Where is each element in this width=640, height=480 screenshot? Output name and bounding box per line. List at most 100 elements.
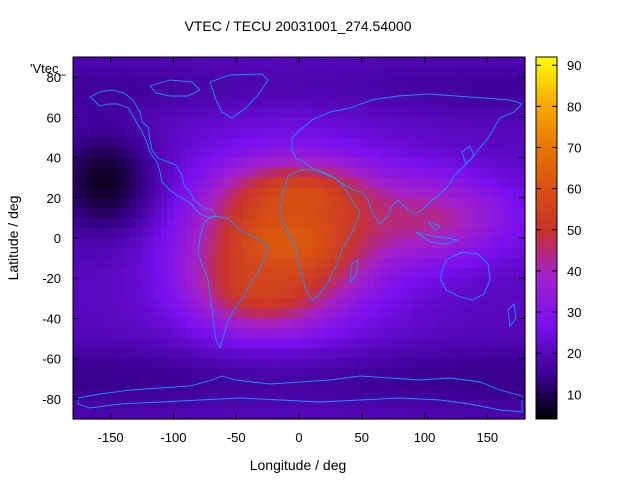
heatmap-cell: [280, 107, 288, 118]
heatmap-cell: [418, 77, 426, 88]
heatmap-cell: [455, 298, 463, 309]
heatmap-cell: [474, 157, 482, 169]
heatmap-cell: [198, 348, 206, 360]
heatmap-cell: [443, 57, 451, 68]
heatmap-cell: [79, 288, 87, 299]
heatmap-cell: [142, 298, 149, 309]
heatmap-cell: [160, 77, 168, 88]
heatmap-cell: [393, 177, 401, 189]
heatmap-cell: [79, 388, 87, 400]
heatmap-cell: [330, 338, 338, 350]
heatmap-cell: [242, 117, 250, 128]
heatmap-cell: [73, 318, 80, 330]
heatmap-cell: [518, 57, 526, 68]
heatmap-cell: [336, 308, 344, 320]
heatmap-cell: [123, 248, 131, 259]
heatmap-cell: [299, 258, 306, 269]
heatmap-cell: [487, 338, 495, 350]
heatmap-cell: [380, 238, 388, 249]
heatmap-cell: [129, 408, 137, 420]
heatmap-cell: [154, 388, 162, 400]
heatmap-cell: [267, 338, 275, 350]
heatmap-cell: [211, 67, 218, 78]
heatmap-cell: [380, 308, 388, 320]
heatmap-cell: [198, 127, 206, 139]
heatmap-cell: [512, 157, 520, 169]
heatmap-cell: [123, 127, 131, 139]
heatmap-cell: [368, 238, 375, 249]
heatmap-cell: [336, 67, 344, 78]
heatmap-cell: [412, 187, 419, 199]
heatmap-cell: [135, 197, 143, 209]
heatmap-cell: [349, 408, 357, 420]
heatmap-cell: [91, 87, 99, 98]
heatmap-cell: [405, 408, 413, 420]
heatmap-cell: [342, 368, 350, 380]
heatmap-cell: [437, 288, 444, 299]
heatmap-cell: [261, 87, 269, 98]
heatmap-cell: [299, 137, 306, 149]
heatmap-cell: [192, 348, 200, 360]
heatmap-cell: [512, 298, 520, 309]
heatmap-cell: [110, 227, 118, 239]
heatmap-cell: [123, 217, 131, 229]
heatmap-cell: [123, 278, 131, 289]
heatmap-cell: [443, 147, 451, 159]
heatmap-cell: [223, 127, 231, 139]
heatmap-cell: [462, 268, 470, 279]
heatmap-cell: [506, 408, 514, 420]
heatmap-cell: [192, 77, 200, 88]
heatmap-cell: [154, 157, 162, 169]
heatmap-cell: [311, 288, 319, 299]
heatmap-cell: [399, 77, 407, 88]
heatmap-cell: [462, 57, 470, 68]
heatmap-cell: [217, 217, 225, 229]
heatmap-cell: [186, 338, 193, 350]
heatmap-cell: [110, 378, 118, 390]
heatmap-cell: [449, 358, 457, 370]
heatmap-cell: [211, 388, 218, 400]
heatmap-cell: [204, 217, 212, 229]
heatmap-cell: [123, 147, 131, 159]
heatmap-cell: [380, 87, 388, 98]
heatmap-cell: [311, 388, 319, 400]
heatmap-cell: [292, 197, 300, 209]
heatmap-cell: [468, 187, 476, 199]
heatmap-cell: [355, 378, 363, 390]
heatmap-cell: [418, 197, 426, 209]
heatmap-cell: [455, 137, 463, 149]
heatmap-cell: [267, 388, 275, 400]
heatmap-cell: [499, 157, 507, 169]
heatmap-cell: [123, 57, 131, 68]
heatmap-cell: [236, 368, 244, 380]
heatmap-cell: [474, 238, 482, 249]
heatmap-cell: [493, 67, 501, 78]
heatmap-cell: [305, 368, 313, 380]
heatmap-cell: [236, 248, 244, 259]
heatmap-cell: [449, 187, 457, 199]
heatmap-cell: [487, 187, 495, 199]
heatmap-cell: [311, 117, 319, 128]
heatmap-cell: [173, 57, 181, 68]
heatmap-cell: [154, 308, 162, 320]
heatmap-cell: [204, 368, 212, 380]
heatmap-cell: [412, 67, 419, 78]
heatmap-cell: [386, 288, 394, 299]
heatmap-cell: [217, 67, 225, 78]
heatmap-cell: [217, 258, 225, 269]
heatmap-cell: [368, 398, 375, 410]
heatmap-cell: [198, 97, 206, 108]
heatmap-cell: [192, 268, 200, 279]
heatmap-cell: [506, 388, 514, 400]
heatmap-cell: [129, 177, 137, 189]
heatmap-cell: [474, 248, 482, 259]
heatmap-cell: [116, 318, 124, 330]
heatmap-cell: [493, 97, 501, 108]
heatmap-cell: [110, 368, 118, 380]
heatmap-cell: [386, 127, 394, 139]
heatmap-cell: [481, 398, 488, 410]
heatmap-cell: [455, 127, 463, 139]
heatmap-cell: [311, 157, 319, 169]
heatmap-cell: [223, 268, 231, 279]
heatmap-cell: [311, 278, 319, 289]
